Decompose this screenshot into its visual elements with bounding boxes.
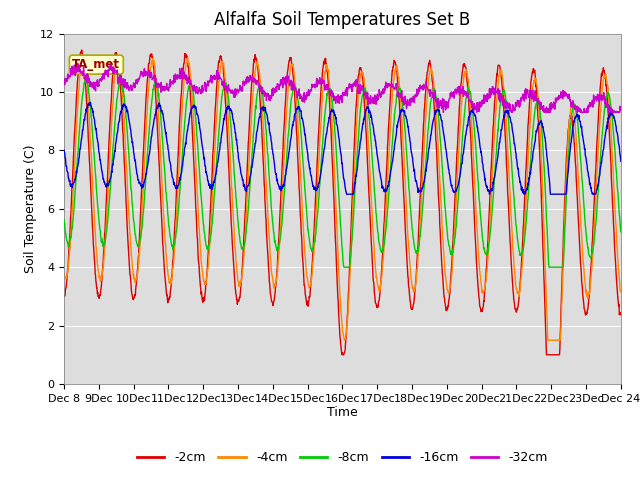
Title: Alfalfa Soil Temperatures Set B: Alfalfa Soil Temperatures Set B bbox=[214, 11, 470, 29]
Legend: -2cm, -4cm, -8cm, -16cm, -32cm: -2cm, -4cm, -8cm, -16cm, -32cm bbox=[132, 446, 553, 469]
X-axis label: Time: Time bbox=[327, 407, 358, 420]
Text: TA_met: TA_met bbox=[72, 58, 120, 71]
Y-axis label: Soil Temperature (C): Soil Temperature (C) bbox=[24, 144, 37, 273]
